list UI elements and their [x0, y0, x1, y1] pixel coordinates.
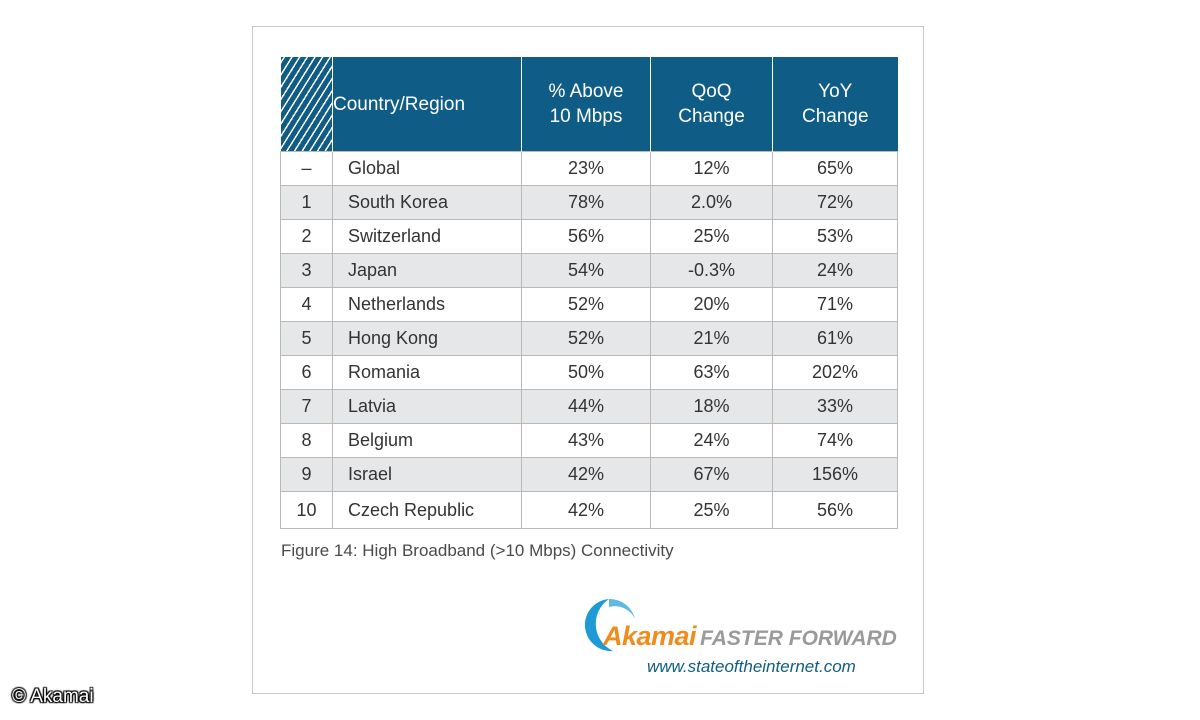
- qoq-change-cell: 21%: [650, 321, 773, 356]
- rank-cell: 9: [280, 457, 333, 492]
- header-line: Change: [678, 106, 745, 127]
- logo-tagline: FASTER FORWARD: [700, 627, 897, 650]
- above-10mbps-cell: 78%: [521, 185, 651, 220]
- qoq-change-cell: 20%: [650, 287, 773, 322]
- rank-cell: 1: [280, 185, 333, 220]
- yoy-change-cell: 74%: [772, 423, 898, 458]
- country-cell: Global: [332, 151, 522, 186]
- qoq-change-header: QoQ Change: [650, 57, 773, 152]
- qoq-change-cell: 24%: [650, 423, 773, 458]
- country-cell: South Korea: [332, 185, 522, 220]
- yoy-change-cell: 24%: [772, 253, 898, 288]
- yoy-change-cell: 33%: [772, 389, 898, 424]
- connectivity-table: Country/Region % Above 10 Mbps QoQ Chang…: [280, 57, 898, 529]
- yoy-change-cell: 53%: [772, 219, 898, 254]
- header-line: Country/Region: [333, 93, 466, 115]
- rank-cell: 5: [280, 321, 333, 356]
- copyright-notice: © Akamai: [12, 686, 94, 707]
- rank-cell: 6: [280, 355, 333, 390]
- table-row: – Global 23% 12% 65%: [280, 151, 898, 186]
- yoy-change-cell: 56%: [772, 491, 898, 529]
- rank-header-hatch: [280, 57, 333, 152]
- header-line: YoY: [818, 81, 853, 102]
- country-cell: Netherlands: [332, 287, 522, 322]
- logo-name: Akamai: [603, 621, 697, 651]
- qoq-change-cell: -0.3%: [650, 253, 773, 288]
- country-cell: Latvia: [332, 389, 522, 424]
- rank-cell: 7: [280, 389, 333, 424]
- above-10mbps-cell: 23%: [521, 151, 651, 186]
- akamai-logo: Akamai FASTER FORWARD www.stateoftheinter…: [579, 595, 909, 679]
- table-row: 2 Switzerland 56% 25% 53%: [280, 219, 898, 254]
- table-row: 3 Japan 54% -0.3% 24%: [280, 253, 898, 288]
- country-cell: Romania: [332, 355, 522, 390]
- header-line: % Above: [548, 81, 624, 102]
- header-line: Change: [801, 106, 869, 127]
- rank-cell: 10: [280, 491, 333, 529]
- akamai-swoosh-icon: [584, 598, 635, 652]
- above-10mbps-cell: 42%: [521, 457, 651, 492]
- country-region-header: Country/Region: [332, 57, 522, 152]
- rank-cell: 3: [280, 253, 333, 288]
- qoq-change-cell: 18%: [650, 389, 773, 424]
- yoy-change-cell: 61%: [772, 321, 898, 356]
- above-10mbps-cell: 56%: [521, 219, 651, 254]
- logo-wordmark: Akamai FASTER FORWARD: [603, 621, 897, 656]
- qoq-change-cell: 12%: [650, 151, 773, 186]
- yoy-change-cell: 156%: [772, 457, 898, 492]
- country-cell: Hong Kong: [332, 321, 522, 356]
- qoq-change-cell: 67%: [650, 457, 773, 492]
- yoy-change-header: YoY Change: [772, 57, 898, 152]
- yoy-change-cell: 65%: [772, 151, 898, 186]
- qoq-change-cell: 63%: [650, 355, 773, 390]
- table-row: 10 Czech Republic 42% 25% 56%: [280, 491, 898, 529]
- qoq-change-cell: 2.0%: [650, 185, 773, 220]
- rank-cell: 8: [280, 423, 333, 458]
- header-line: 10 Mbps: [549, 106, 623, 127]
- country-cell: Switzerland: [332, 219, 522, 254]
- above-10mbps-header: % Above 10 Mbps: [521, 57, 651, 152]
- rank-cell: 2: [280, 219, 333, 254]
- country-cell: Belgium: [332, 423, 522, 458]
- table-row: 5 Hong Kong 52% 21% 61%: [280, 321, 898, 356]
- header-line: QoQ: [691, 81, 732, 102]
- above-10mbps-cell: 42%: [521, 491, 651, 529]
- figure-caption: Figure 14: High Broadband (>10 Mbps) Con…: [281, 541, 674, 560]
- table-row: 6 Romania 50% 63% 202%: [280, 355, 898, 390]
- country-cell: Czech Republic: [332, 491, 522, 529]
- table-row: 7 Latvia 44% 18% 33%: [280, 389, 898, 424]
- country-cell: Japan: [332, 253, 522, 288]
- above-10mbps-cell: 54%: [521, 253, 651, 288]
- yoy-change-cell: 72%: [772, 185, 898, 220]
- table-row: 1 South Korea 78% 2.0% 72%: [280, 185, 898, 220]
- yoy-change-cell: 202%: [772, 355, 898, 390]
- website-url: www.stateoftheinternet.com: [647, 657, 856, 676]
- yoy-change-cell: 71%: [772, 287, 898, 322]
- header-row: Country/Region % Above 10 Mbps QoQ Chang…: [280, 57, 898, 152]
- above-10mbps-cell: 43%: [521, 423, 651, 458]
- above-10mbps-cell: 50%: [521, 355, 651, 390]
- table-row: 8 Belgium 43% 24% 74%: [280, 423, 898, 458]
- table-row: 9 Israel 42% 67% 156%: [280, 457, 898, 492]
- figure-card: Country/Region % Above 10 Mbps QoQ Chang…: [252, 26, 924, 694]
- qoq-change-cell: 25%: [650, 219, 773, 254]
- rank-cell: –: [280, 151, 333, 186]
- rank-cell: 4: [280, 287, 333, 322]
- country-cell: Israel: [332, 457, 522, 492]
- above-10mbps-cell: 52%: [521, 287, 651, 322]
- above-10mbps-cell: 52%: [521, 321, 651, 356]
- qoq-change-cell: 25%: [650, 491, 773, 529]
- table-row: 4 Netherlands 52% 20% 71%: [280, 287, 898, 322]
- above-10mbps-cell: 44%: [521, 389, 651, 424]
- table-body: – Global 23% 12% 65% 1 South Korea 78% 2.0% 72% 2 S…: [280, 151, 898, 529]
